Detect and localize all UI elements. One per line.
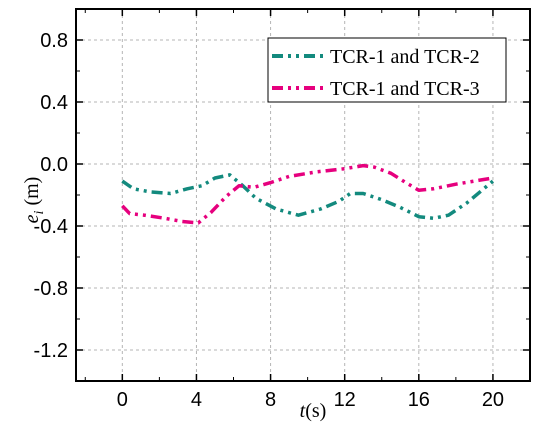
y-tick-label-0: 0.8: [40, 30, 68, 52]
x-tick-label-0: 0: [117, 389, 128, 411]
y-tick-label-3: -0.4: [34, 216, 68, 238]
series-line-2: [121, 163, 494, 225]
axis-ticks: 0 4 8 12 16 20 0.8 0.4 0.0 -0.4 -0.8 -1.2: [34, 9, 531, 411]
y-tick-label-4: -0.8: [34, 278, 68, 300]
x-tick-label-4: 16: [408, 389, 430, 411]
series-lines: [121, 163, 495, 225]
legend-label-series-2: TCR-1 and TCR-3: [330, 78, 480, 100]
series-line-1: [121, 173, 495, 221]
legend: TCR-1 and TCR-2 TCR-1 and TCR-3: [267, 37, 507, 103]
y-axis-label: ei (m): [21, 177, 47, 224]
x-tick-label-5: 20: [482, 389, 504, 411]
y-tick-label-1: 0.4: [40, 92, 68, 114]
legend-label-series-1: TCR-1 and TCR-2: [330, 46, 480, 68]
y-tick-label-2: 0.0: [40, 154, 68, 176]
x-tick-label-2: 8: [265, 389, 276, 411]
x-axis-label: t(s): [300, 400, 327, 422]
x-tick-label-3: 12: [334, 389, 356, 411]
y-tick-label-5: -1.2: [34, 340, 68, 362]
legend-box: [267, 37, 507, 103]
x-tick-label-1: 4: [191, 389, 202, 411]
